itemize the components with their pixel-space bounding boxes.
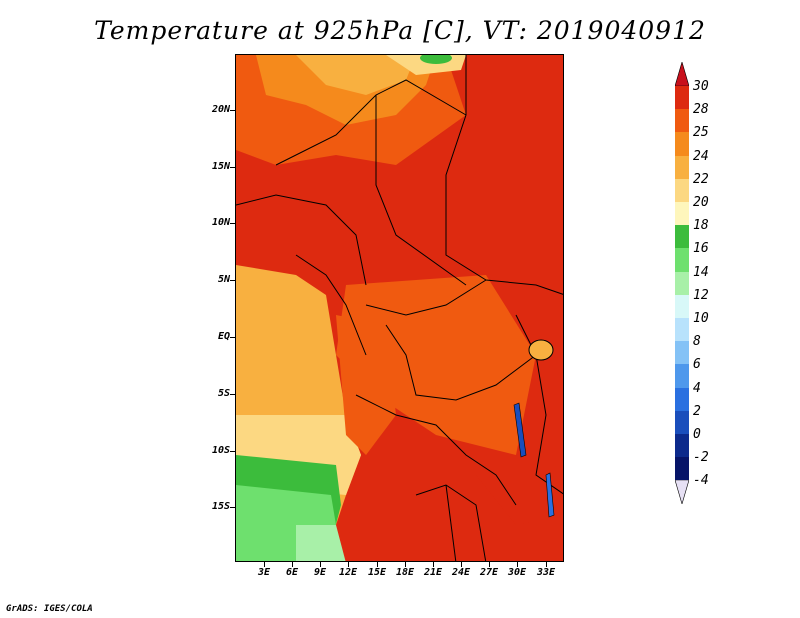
colorbar-swatch <box>675 294 689 318</box>
colorbar-swatch <box>675 132 689 156</box>
sahara-cooler-zone <box>296 55 416 95</box>
lake-malawi <box>545 472 555 518</box>
colorbar-level-label: 22 <box>693 171 709 187</box>
lon-label-27e: 27E <box>479 567 499 578</box>
colorbar-swatch <box>675 457 689 481</box>
colorbar-level-label: 16 <box>693 241 709 257</box>
colorbar-level-label: 14 <box>693 264 709 280</box>
colorbar-swatch <box>675 364 689 388</box>
lon-tick <box>320 562 321 567</box>
colorbar-level-label: 2 <box>693 403 701 419</box>
lon-tick <box>546 562 547 567</box>
lake-victoria <box>528 339 554 361</box>
colorbar-swatch <box>675 271 689 295</box>
lat-tick <box>230 394 235 395</box>
colorbar-level-label: 4 <box>693 380 701 396</box>
lon-tick <box>489 562 490 567</box>
lon-label-12e: 12E <box>338 567 358 578</box>
lat-tick <box>230 110 235 111</box>
lon-tick <box>377 562 378 567</box>
lon-label-3e: 3E <box>257 567 271 578</box>
colorbar-swatch <box>675 434 689 458</box>
lon-tick <box>461 562 462 567</box>
lat-label-15n: 15N <box>211 161 230 172</box>
colorbar-level-label: 0 <box>693 427 701 442</box>
colorbar-level-label: 18 <box>693 218 709 234</box>
lon-tick <box>292 562 293 567</box>
colorbar-level-label: 25 <box>693 125 709 141</box>
lon-label-6e: 6E <box>285 567 299 578</box>
colorbar-top-arrow <box>675 62 689 86</box>
colorbar-level-label: 10 <box>693 311 709 326</box>
colorbar-level-label: 30 <box>693 79 709 94</box>
temperature-map <box>235 54 564 562</box>
lon-label-21e: 21E <box>423 567 443 578</box>
lon-tick <box>264 562 265 567</box>
congo-basin-zone <box>336 275 536 455</box>
colorbar-level-label: 12 <box>693 287 709 303</box>
chart-title: Temperature at 925hPa [C], VT: 201904091… <box>94 16 706 45</box>
colorbar-bottom-arrow <box>675 480 689 505</box>
colorbar-swatch <box>675 225 689 249</box>
north-green-spot <box>420 55 452 64</box>
colorbar-swatch <box>675 86 689 110</box>
colorbar-level-label: 24 <box>693 148 709 164</box>
colorbar-level-label: 20 <box>693 195 709 210</box>
lat-tick <box>230 167 235 168</box>
colorbar-swatch <box>675 109 689 133</box>
colorbar-level-label: -2 <box>693 450 709 466</box>
colorbar-level-label: 6 <box>693 357 701 373</box>
lat-label-15s: 15S <box>211 501 230 512</box>
lake-tanganyika <box>513 402 527 458</box>
colorbar-level-label: 28 <box>693 102 709 118</box>
southern-hot-zone <box>346 475 563 561</box>
lat-tick <box>230 451 235 452</box>
lat-label-5n: 5N <box>217 274 230 285</box>
west-central-coast-zone <box>336 315 396 455</box>
atlantic-palegreen-zone <box>296 525 346 561</box>
colorbar-swatch <box>675 178 689 202</box>
country-borders <box>236 55 563 561</box>
lat-label-10n: 10N <box>211 217 230 228</box>
lon-tick <box>348 562 349 567</box>
colorbar-swatch <box>675 248 689 272</box>
lat-tick <box>230 223 235 224</box>
lat-tick <box>230 507 235 508</box>
colorbar-swatch <box>675 202 689 226</box>
lat-tick <box>230 337 235 338</box>
lat-tick <box>230 280 235 281</box>
colorbar-swatch <box>675 155 689 179</box>
lon-label-15e: 15E <box>367 567 387 578</box>
colorbar-swatch <box>675 410 689 434</box>
lon-label-9e: 9E <box>313 567 327 578</box>
lon-label-24e: 24E <box>451 567 471 578</box>
lat-label-10s: 10S <box>211 445 230 456</box>
colorbar-level-label: -4 <box>693 473 709 489</box>
lat-label-5s: 5S <box>217 388 230 399</box>
lat-label-eq: EQ <box>217 331 230 342</box>
west-coast-zone <box>236 85 276 145</box>
credit-text: GrADS: IGES/COLA <box>6 604 93 614</box>
lat-label-20n: 20N <box>211 104 230 115</box>
lon-label-18e: 18E <box>395 567 415 578</box>
colorbar-swatch <box>675 341 689 365</box>
colorbar-swatch <box>675 387 689 411</box>
lon-tick <box>433 562 434 567</box>
lon-tick <box>517 562 518 567</box>
lon-label-30e: 30E <box>507 567 527 578</box>
lon-label-33e: 33E <box>536 567 556 578</box>
colorbar-level-label: 8 <box>693 334 701 350</box>
colorbar-swatch <box>675 318 689 342</box>
lon-tick <box>405 562 406 567</box>
